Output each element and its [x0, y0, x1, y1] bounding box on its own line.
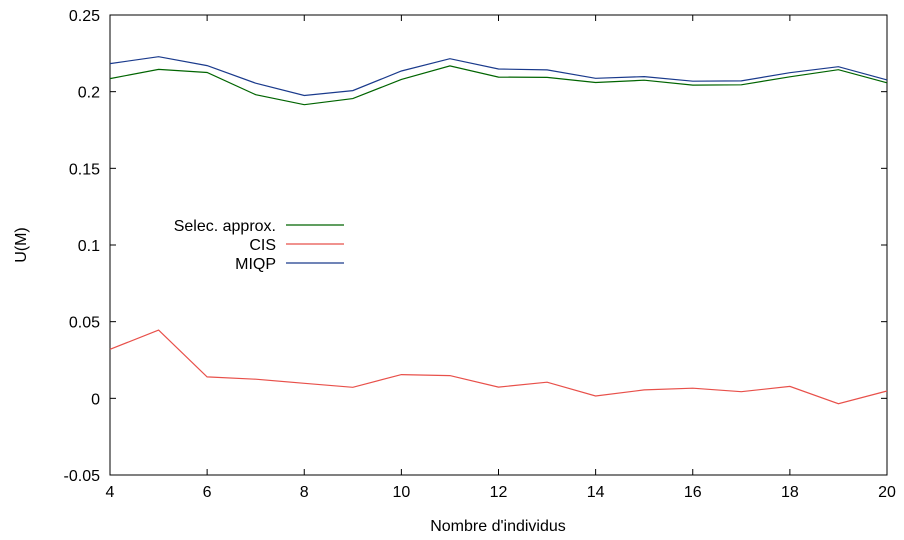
x-tick-label: 10 [392, 484, 410, 501]
legend-label: Selec. approx. [174, 218, 276, 235]
y-tick-label: 0.15 [69, 161, 100, 178]
y-tick-label: 0.2 [78, 85, 100, 102]
x-tick-label: 12 [490, 484, 508, 501]
x-tick-label: 14 [587, 484, 605, 501]
y-tick-label: 0.05 [69, 315, 100, 332]
plot-frame [109, 14, 888, 476]
x-axis-title: Nombre d'individus [430, 518, 566, 535]
legend: Selec. approx. CIS MIQP [174, 218, 344, 273]
axis-ticks: 4 6 8 10 12 14 16 18 20 -0.05 0 0.05 0.1 0.15 0.2 0.25 [64, 8, 896, 501]
series-line-2 [109, 56, 888, 97]
x-tick-label: 20 [878, 484, 896, 501]
y-tick-label: 0 [91, 391, 100, 408]
x-tick-label: 18 [781, 484, 799, 501]
y-tick-label: 0.25 [69, 8, 100, 25]
series-line-0 [109, 65, 888, 106]
series-line-1 [109, 329, 888, 405]
series-lines [109, 56, 888, 405]
x-tick-label: 8 [300, 484, 309, 501]
x-tick-label: 6 [203, 484, 212, 501]
y-tick-label: 0.1 [78, 238, 100, 255]
y-tick-label: -0.05 [64, 468, 101, 485]
y-axis-title: U(M) [13, 227, 30, 263]
x-tick-label: 4 [106, 484, 115, 501]
x-tick-label: 16 [684, 484, 702, 501]
legend-label: CIS [249, 237, 276, 254]
legend-label: MIQP [235, 256, 276, 273]
